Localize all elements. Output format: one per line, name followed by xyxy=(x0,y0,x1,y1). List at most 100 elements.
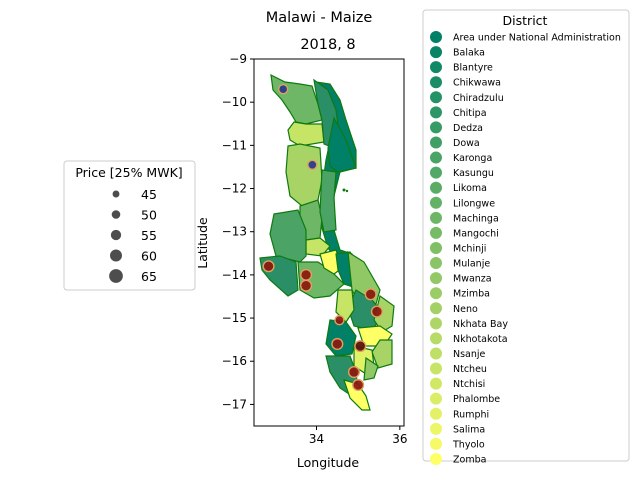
district-legend-marker xyxy=(430,347,442,360)
price-legend: Price [25% MWK] 45 50 55 60 65 xyxy=(63,160,196,291)
district-legend-marker xyxy=(430,121,442,134)
district-legend-label: Nkhotakota xyxy=(453,334,508,345)
district-legend-marker xyxy=(430,407,442,420)
price-legend-marker xyxy=(111,210,121,219)
district-region xyxy=(285,143,323,207)
district-legend-label: Zomba xyxy=(453,454,486,465)
price-legend-marker xyxy=(110,229,122,241)
price-legend-label: 60 xyxy=(141,249,157,264)
district-legend-marker xyxy=(430,287,442,300)
district-legend-label: Dedza xyxy=(453,123,483,134)
district-legend-marker xyxy=(430,377,442,390)
x-tick-label: 34 xyxy=(309,432,324,446)
district-legend-marker xyxy=(430,211,442,224)
price-legend-label: 45 xyxy=(141,187,157,202)
district-legend-label: Mwanza xyxy=(453,274,492,285)
price-legend-title: Price [25% MWK] xyxy=(75,165,182,180)
price-point xyxy=(370,305,383,318)
district-legend-label: Balaka xyxy=(453,48,485,59)
district-legend-marker xyxy=(430,196,442,209)
district-legend-label: Mchinji xyxy=(453,243,486,254)
price-points xyxy=(262,84,383,392)
district-legend-marker xyxy=(430,362,442,375)
price-legend-frame xyxy=(63,160,196,291)
y-tick-label: −16 xyxy=(222,354,247,368)
district-legend-marker xyxy=(430,422,442,435)
district-legend-marker xyxy=(430,241,442,254)
y-tick-label: −10 xyxy=(222,95,247,109)
y-tick-label: −9 xyxy=(229,52,247,66)
likoma-island xyxy=(345,189,349,193)
district-region xyxy=(371,339,393,369)
price-point xyxy=(331,337,344,351)
y-tick-label: −14 xyxy=(222,268,247,282)
district-region xyxy=(269,209,307,263)
price-point xyxy=(352,378,365,392)
district-legend-label: Salima xyxy=(453,424,485,435)
district-legend-marker xyxy=(430,46,442,59)
price-point xyxy=(364,288,377,301)
district-legend-label: Likoma xyxy=(453,183,487,194)
district-legend-marker xyxy=(430,136,442,149)
district-region xyxy=(327,116,357,173)
district-legend-marker xyxy=(430,302,442,315)
district-legend-label: Mzimba xyxy=(453,289,490,300)
district-legend-marker xyxy=(430,31,442,43)
district-legend-label: Area under National Administration xyxy=(453,33,621,44)
district-legend-marker xyxy=(430,91,442,104)
district-legend-marker xyxy=(430,437,442,450)
figure-suptitle: Malawi - Maize xyxy=(266,10,373,26)
district-region xyxy=(319,169,337,233)
district-legend-label: Mulanje xyxy=(453,259,490,270)
district-region xyxy=(287,121,325,147)
y-tick-label: −11 xyxy=(222,138,247,152)
district-legend-label: Mangochi xyxy=(453,228,499,239)
district-legend-label: Chikwawa xyxy=(453,78,501,89)
malawi-district-map xyxy=(259,73,395,411)
price-point xyxy=(347,365,361,379)
y-tick-label: −12 xyxy=(222,182,247,196)
district-legend-label: Karonga xyxy=(453,153,492,164)
y-tick-label: −15 xyxy=(222,311,247,325)
district-legend-marker xyxy=(430,61,442,74)
district-legend-label: Rumphi xyxy=(453,409,489,420)
district-region xyxy=(335,289,355,323)
y-axis-label: Latitude xyxy=(195,217,210,269)
district-legend-marker xyxy=(430,257,442,270)
district-legend-marker xyxy=(430,272,442,285)
district-legend-label: Dowa xyxy=(453,138,480,149)
price-point xyxy=(262,260,275,273)
price-point xyxy=(307,159,318,170)
price-legend-label: 55 xyxy=(141,228,157,243)
district-legend-marker xyxy=(430,181,442,194)
price-legend-marker xyxy=(109,269,123,283)
y-tick-label: −13 xyxy=(222,225,247,239)
district-legend: District Area under National Administrat… xyxy=(422,9,630,465)
price-point xyxy=(334,315,345,326)
price-legend-marker xyxy=(112,190,120,198)
axis-ticks: 34 36 −9 −10 −11 −12 −13 −14 −15 −16 −17 xyxy=(222,52,408,446)
district-legend-label: Chitipa xyxy=(453,108,487,119)
price-point xyxy=(300,268,313,281)
price-legend-label: 50 xyxy=(141,208,157,223)
axes-title: 2018, 8 xyxy=(300,37,355,53)
district-legend-marker xyxy=(430,226,442,239)
price-legend-label: 65 xyxy=(141,269,157,284)
district-legend-label: Nkhata Bay xyxy=(453,319,508,330)
price-point xyxy=(277,84,289,95)
district-legend-marker xyxy=(430,332,442,345)
price-point xyxy=(354,340,367,353)
district-legend-label: Nsanje xyxy=(453,349,486,360)
y-tick-label: −17 xyxy=(222,397,247,411)
district-region xyxy=(363,356,379,381)
district-legend-label: Neno xyxy=(453,304,478,315)
district-legend-marker xyxy=(430,151,442,164)
likoma-island xyxy=(342,188,346,192)
district-legend-label: Lilongwe xyxy=(453,198,495,209)
district-legend-label: Kasungu xyxy=(453,168,494,179)
x-axis-label: Longitude xyxy=(297,455,359,470)
district-legend-label: Ntcheu xyxy=(453,364,487,375)
district-legend-label: Phalombe xyxy=(453,394,500,405)
district-legend-label: Machinga xyxy=(453,213,499,224)
